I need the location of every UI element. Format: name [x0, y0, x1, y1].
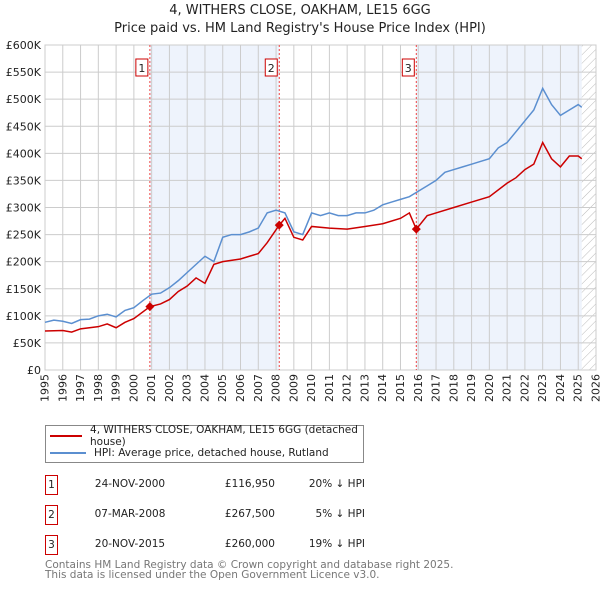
x-tick-label: 2003 — [181, 374, 194, 402]
x-tick-label: 2023 — [536, 374, 549, 402]
property-price-line — [44, 140, 583, 333]
sale-marker-number: 1 — [45, 475, 58, 495]
x-tick-label: 2013 — [358, 374, 371, 402]
sale-price: £260,000 — [224, 538, 275, 550]
sale-label: 1 — [138, 62, 145, 75]
x-tick-label: 2012 — [341, 374, 354, 402]
sale-row: 3 20-NOV-2015 £260,000 19% ↓ HPI — [45, 535, 445, 555]
x-tick-label: 2017 — [430, 374, 443, 402]
x-tick-label: 2007 — [252, 374, 265, 402]
sale-hpi-diff: 20% ↓ HPI — [308, 478, 365, 490]
x-tick-label: 2014 — [376, 374, 389, 402]
y-tick-label: £550K — [6, 66, 42, 79]
footer: Contains HM Land Registry data © Crown c… — [45, 559, 454, 581]
footer-licence: This data is licensed under the Open Gov… — [45, 569, 380, 581]
chart-title: 4, WITHERS CLOSE, OAKHAM, LE15 6GG — [169, 3, 431, 18]
sale-point — [411, 224, 421, 234]
y-tick-label: £50K — [13, 337, 42, 350]
sale-row: 1 24-NOV-2000 £116,950 20% ↓ HPI — [45, 475, 445, 495]
sale-price: £267,500 — [224, 508, 275, 520]
sale-hpi-diff: 5% ↓ HPI — [315, 508, 365, 520]
sale-marker-number: 3 — [45, 535, 58, 555]
x-tick-label: 2021 — [501, 374, 514, 402]
y-tick-label: £100K — [6, 310, 42, 323]
plot-border — [44, 44, 597, 371]
x-tick-label: 2010 — [305, 374, 318, 402]
x-tick-label: 2005 — [216, 374, 229, 402]
y-tick-label: £200K — [6, 256, 42, 269]
legend: 4, WITHERS CLOSE, OAKHAM, LE15 6GG (deta… — [45, 424, 364, 463]
x-tick-label: 2001 — [145, 374, 158, 402]
x-tick-label: 2006 — [234, 374, 247, 402]
sale-label: 3 — [405, 62, 412, 75]
sale-date: 07-MAR-2008 — [94, 508, 166, 520]
x-tick-label: 2025 — [572, 374, 585, 402]
x-tick-label: 2002 — [163, 374, 176, 402]
blue-line-swatch — [50, 452, 86, 454]
sale-label-box — [401, 58, 415, 77]
sale-label-box — [264, 58, 278, 77]
y-tick-label: £500K — [6, 93, 42, 106]
x-tick-label: 2019 — [465, 374, 478, 402]
y-tick-label: £250K — [6, 229, 42, 242]
sale-point — [274, 220, 284, 230]
sale-hpi-diff: 19% ↓ HPI — [308, 538, 365, 550]
y-tick-label: £300K — [6, 202, 42, 215]
x-tick-label: 2024 — [554, 374, 567, 402]
sale-point — [145, 302, 155, 312]
x-tick-label: 1998 — [92, 374, 105, 402]
y-tick-label: £350K — [6, 174, 42, 187]
footer-copyright: Contains HM Land Registry data © Crown c… — [45, 559, 454, 571]
x-tick-label: 2026 — [590, 374, 600, 402]
sale-date: 20-NOV-2015 — [94, 538, 166, 550]
sale-row: 2 07-MAR-2008 £267,500 5% ↓ HPI — [45, 505, 445, 525]
x-tick-label: 1996 — [56, 374, 69, 402]
hpi-line — [44, 86, 583, 325]
x-tick-label: 2000 — [127, 374, 140, 402]
x-tick-label: 1995 — [39, 374, 52, 402]
x-tick-label: 2004 — [198, 374, 211, 402]
legend-label: HPI: Average price, detached house, Rutl… — [94, 447, 329, 459]
sale-date: 24-NOV-2000 — [94, 478, 166, 490]
y-tick-label: £600K — [6, 39, 42, 52]
legend-item-property: 4, WITHERS CLOSE, OAKHAM, LE15 6GG (deta… — [50, 424, 363, 448]
x-tick-label: 2011 — [323, 374, 336, 402]
x-tick-label: 2020 — [483, 374, 496, 402]
x-tick-label: 2015 — [394, 374, 407, 402]
price-chart: 1995 1996 1997 1998 1999 2000 2001 2002 2003 2004… — [6, 39, 600, 402]
x-tick-label: 2022 — [518, 374, 531, 402]
x-tick-label: 1999 — [110, 374, 123, 402]
x-tick-label: 2018 — [447, 374, 460, 402]
y-tick-label: £0 — [27, 364, 41, 377]
x-tick-label: 2009 — [287, 374, 300, 402]
y-tick-label: £400K — [6, 147, 42, 160]
y-tick-label: £150K — [6, 283, 42, 296]
x-tick-label: 2008 — [270, 374, 283, 402]
legend-label: 4, WITHERS CLOSE, OAKHAM, LE15 6GG (deta… — [90, 424, 358, 448]
chart-subtitle: Price paid vs. HM Land Registry's House … — [114, 21, 486, 36]
sale-marker-number: 2 — [45, 505, 58, 525]
y-tick-label: £450K — [6, 120, 42, 133]
sale-label: 2 — [268, 62, 275, 75]
x-tick-label: 1997 — [74, 374, 87, 402]
red-line-swatch — [50, 435, 83, 437]
x-tick-label: 2016 — [412, 374, 425, 402]
legend-item-hpi: HPI: Average price, detached house, Rutl… — [50, 445, 329, 461]
sale-label-box — [135, 58, 149, 77]
sale-price: £116,950 — [224, 478, 275, 490]
